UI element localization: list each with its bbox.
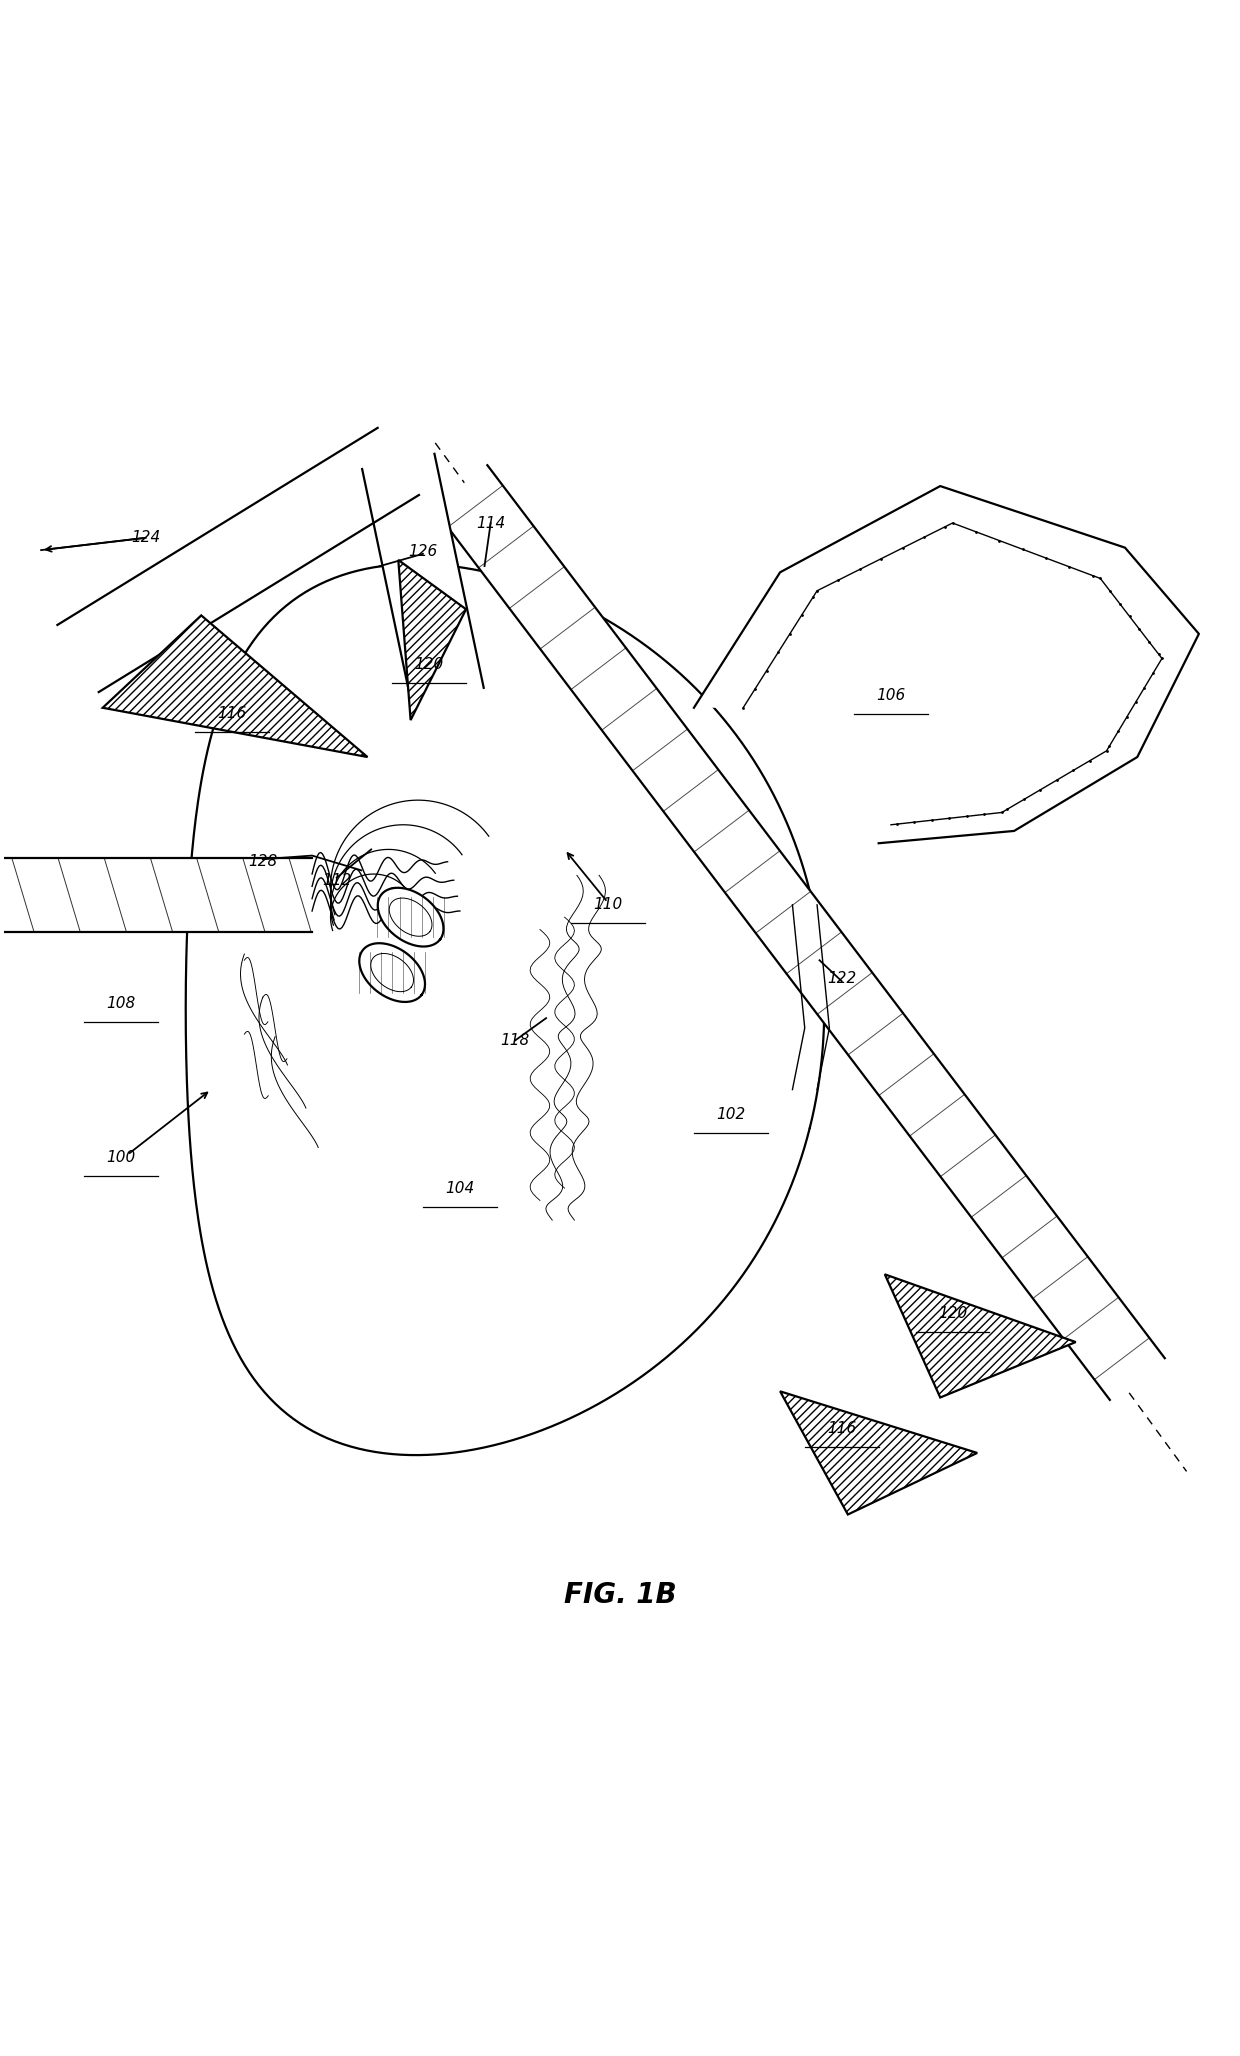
Text: 116: 116	[827, 1421, 857, 1435]
Polygon shape	[780, 1392, 977, 1515]
Text: 126: 126	[408, 545, 438, 559]
Polygon shape	[362, 454, 484, 703]
Text: FIG. 1B: FIG. 1B	[564, 1581, 676, 1608]
Polygon shape	[0, 857, 312, 931]
Text: 106: 106	[877, 689, 905, 703]
Text: 102: 102	[717, 1106, 745, 1123]
Polygon shape	[885, 1275, 1076, 1398]
Text: 114: 114	[476, 516, 506, 530]
Text: 120: 120	[937, 1306, 967, 1322]
Text: 104: 104	[445, 1180, 475, 1197]
Polygon shape	[694, 485, 1199, 843]
Text: 124: 124	[131, 530, 160, 545]
Text: 108: 108	[107, 995, 136, 1012]
Polygon shape	[103, 615, 367, 757]
Text: 128: 128	[248, 853, 278, 870]
Text: 118: 118	[501, 1032, 529, 1049]
Text: 120: 120	[414, 658, 444, 672]
Text: 110: 110	[593, 896, 622, 913]
Text: 112: 112	[322, 872, 351, 888]
Polygon shape	[360, 944, 425, 1001]
Polygon shape	[57, 428, 419, 693]
Polygon shape	[378, 888, 444, 946]
Polygon shape	[398, 559, 466, 720]
Text: 116: 116	[217, 707, 247, 722]
Text: 122: 122	[827, 970, 857, 987]
Polygon shape	[433, 465, 1164, 1400]
Text: 100: 100	[107, 1149, 136, 1166]
